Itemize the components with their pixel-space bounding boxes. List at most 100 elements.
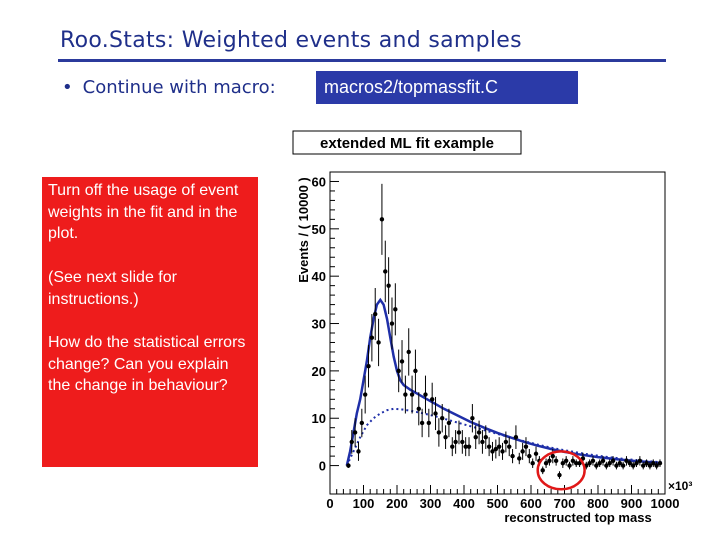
data-point: [352, 430, 358, 435]
data-point: [570, 458, 576, 464]
data-point: [647, 463, 653, 468]
data-point: [362, 392, 368, 397]
data-point: [500, 449, 505, 454]
data-point: [651, 461, 656, 466]
y-tick-label: 50: [312, 222, 326, 237]
data-point: [641, 463, 646, 468]
highlight-annotation: [536, 450, 586, 491]
data-point: [349, 439, 354, 445]
data-point: [419, 420, 425, 426]
data-point: [604, 463, 609, 468]
data-point: [634, 461, 639, 466]
data-point: [379, 217, 385, 222]
chart-title: extended ML fit example: [320, 135, 494, 152]
x-tick-label: 300: [420, 496, 442, 511]
data-point: [409, 392, 415, 397]
title-underline: [58, 59, 666, 62]
data-point: [630, 463, 636, 468]
y-tick-label: 0: [319, 459, 326, 474]
data-point: [359, 420, 365, 426]
data-point: [644, 461, 649, 466]
data-point: [496, 444, 502, 449]
data-point: [550, 453, 555, 459]
data-point: [540, 468, 545, 473]
x-tick-label: 200: [386, 496, 408, 511]
data-point: [406, 349, 411, 355]
bullet-item: • Continue with macro:: [62, 77, 276, 98]
x-tick-label: 100: [353, 496, 375, 511]
data-point: [510, 453, 515, 459]
data-point: [597, 461, 602, 466]
data-point: [560, 461, 566, 466]
data-point: [547, 458, 552, 464]
data-point: [440, 416, 445, 421]
data-point: [413, 368, 418, 374]
data-point: [396, 368, 401, 374]
data-point: [493, 446, 499, 452]
fit-curves: [345, 297, 662, 467]
y-tick-label: 40: [312, 269, 326, 284]
data-point: [503, 439, 509, 445]
plot-canvas: [290, 128, 708, 535]
data-point: [433, 411, 438, 416]
data-point: [590, 458, 596, 464]
data-point: [563, 458, 569, 464]
data-point: [476, 430, 482, 435]
data-point: [654, 463, 659, 468]
data-point: [483, 434, 488, 440]
data-point: [356, 449, 361, 454]
x-tick-label: 1000: [651, 496, 680, 511]
instruction-note: Turn off the usage of event weights in t…: [42, 177, 258, 467]
data-point: [443, 434, 448, 440]
data-point: [607, 461, 612, 466]
data-point: [386, 283, 391, 288]
data-point: [416, 406, 421, 411]
data-point: [657, 461, 663, 466]
data-point: [624, 458, 629, 464]
data-point: [470, 416, 475, 421]
chart-title-box: [292, 130, 522, 155]
slide-title: Roo.Stats: Weighted events and samples: [60, 28, 522, 53]
data-point: [617, 461, 622, 466]
bullet-text: Continue with macro:: [82, 77, 276, 98]
data-point: [543, 461, 549, 466]
total-fit-curve: [345, 297, 659, 466]
data-point: [553, 458, 559, 464]
data-point: [557, 472, 562, 478]
data-point: [610, 458, 616, 464]
data-point: [383, 269, 388, 274]
data-points: [346, 183, 663, 479]
data-point: [429, 397, 435, 402]
data-point: [403, 392, 408, 397]
data-point: [366, 363, 371, 369]
x-axis-label: reconstructed top mass: [504, 510, 651, 525]
highlight-ellipse: [536, 450, 586, 491]
data-point: [426, 420, 432, 426]
data-point: [473, 434, 478, 440]
data-point: [587, 461, 592, 466]
y-tick-label: 20: [312, 364, 326, 379]
x-tick-label: 700: [554, 496, 576, 511]
data-point: [456, 430, 462, 435]
data-point: [577, 461, 582, 466]
data-point: [450, 444, 455, 449]
data-point: [453, 439, 458, 445]
data-point: [527, 453, 532, 459]
y-tick-label: 60: [312, 174, 326, 189]
data-point: [594, 463, 599, 468]
data-point: [490, 449, 495, 454]
data-point: [346, 463, 351, 468]
data-point: [574, 461, 579, 466]
y-axis-label: Events / ( 10000 ): [296, 177, 311, 283]
bullet-marker: •: [62, 77, 73, 98]
data-point: [436, 430, 442, 435]
data-point: [520, 449, 525, 454]
macro-name: macros2/topmassfit.C: [324, 77, 499, 97]
data-point: [627, 461, 633, 466]
data-point: [637, 458, 643, 464]
data-point: [486, 444, 492, 449]
data-point: [480, 439, 485, 445]
data-point: [530, 461, 535, 466]
data-point: [466, 444, 472, 449]
data-point: [600, 458, 606, 464]
